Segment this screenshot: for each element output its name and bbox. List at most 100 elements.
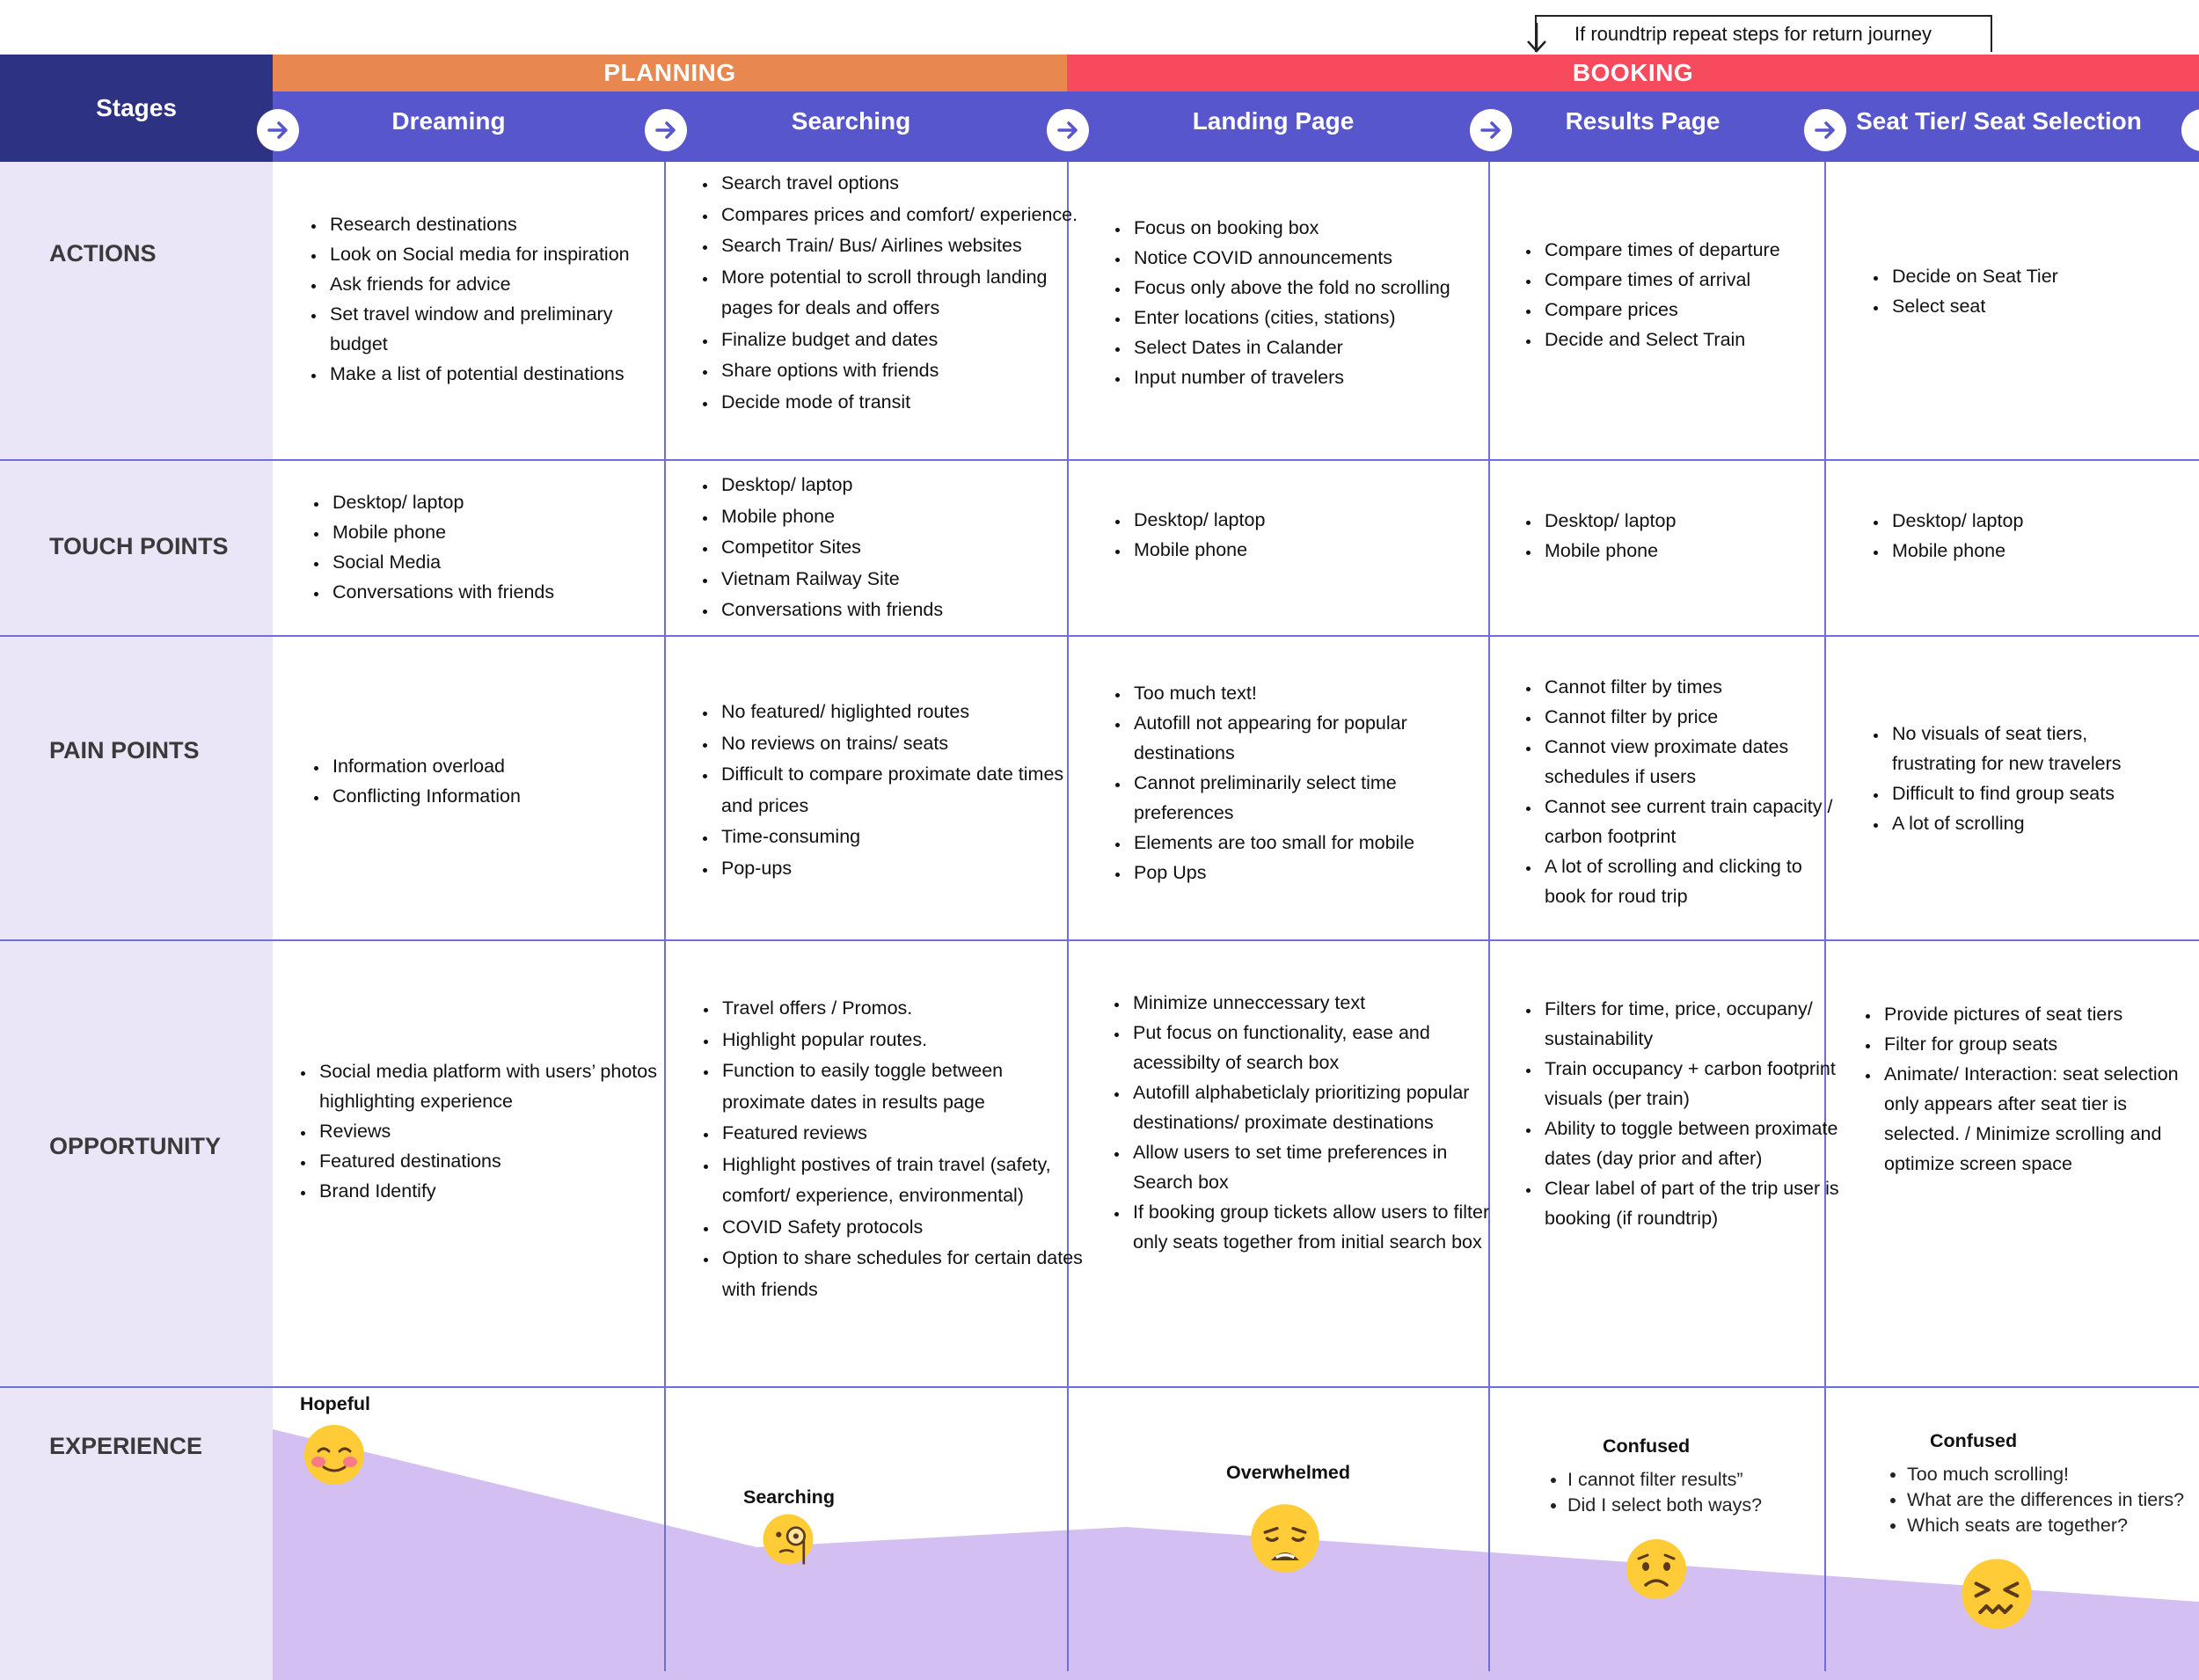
experience-notes-seat-selection: Too much scrolling! What are the differe…: [1888, 1462, 2199, 1538]
pain-points-searching: No featured/ higlighted routes No review…: [698, 697, 1087, 884]
list-item: Mobile phone: [329, 517, 672, 547]
list-item: Enter locations (cities, stations): [1130, 303, 1504, 332]
list-item: Mobile phone: [1541, 536, 1840, 566]
list-item: Conversations with friends: [329, 577, 672, 607]
list-item: Desktop/ laptop: [1541, 506, 1840, 536]
list-item: Reviews: [316, 1116, 668, 1146]
list-item: Travel offers / Promos.: [719, 993, 1088, 1025]
column-divider: [1488, 162, 1490, 1671]
list-item: Brand Identify: [316, 1176, 668, 1206]
list-item: Desktop/ laptop: [718, 470, 1087, 501]
opportunity-searching: Travel offers / Promos. Highlight popula…: [699, 993, 1088, 1305]
list-item: Elements are too small for mobile: [1130, 828, 1491, 858]
roundtrip-note: If roundtrip repeat steps for return jou…: [1574, 23, 1932, 45]
stage-landing-page: Landing Page: [1192, 107, 1355, 135]
list-item: Social Media: [329, 547, 672, 577]
touch-points-seat-selection: Desktop/ laptop Mobile phone: [1869, 506, 2199, 566]
phase-booking: BOOKING: [1067, 55, 2199, 91]
list-item: No visuals of seat tiers, frustrating fo…: [1889, 719, 2170, 778]
list-item: Desktop/ laptop: [1889, 506, 2199, 536]
list-item: Competitor Sites: [718, 532, 1087, 564]
list-item: Desktop/ laptop: [1130, 505, 1482, 535]
list-item: Train occupancy + carbon footprint visua…: [1541, 1054, 1840, 1114]
arrow-right-icon: [645, 109, 687, 151]
row-divider: [0, 635, 2199, 637]
list-item: Did I select both ways?: [1567, 1493, 1849, 1518]
list-item: Too much scrolling!: [1907, 1462, 2199, 1487]
list-item: Too much text!: [1130, 678, 1491, 708]
list-item: Function to easily toggle between proxim…: [719, 1055, 1088, 1118]
list-item: Mobile phone: [718, 501, 1087, 533]
touch-points-landing-page: Desktop/ laptop Mobile phone: [1111, 505, 1482, 565]
experience-notes-results-page: I cannot filter results” Did I select bo…: [1548, 1467, 1849, 1518]
stage-results-page: Results Page: [1565, 107, 1720, 135]
list-item: Ability to toggle between proximate date…: [1541, 1114, 1840, 1173]
column-divider: [1067, 162, 1069, 1671]
list-item: If booking group tickets allow users to …: [1129, 1197, 1499, 1257]
row-label-experience: EXPERIENCE: [49, 1433, 203, 1459]
list-item: What are the differences in tiers?: [1907, 1487, 2199, 1513]
list-item: Compares prices and comfort/ experience.: [718, 200, 1087, 231]
list-item: Information overload: [329, 751, 672, 781]
list-item: No featured/ higlighted routes: [718, 697, 1087, 728]
list-item: Featured destinations: [316, 1146, 668, 1176]
list-item: Mobile phone: [1130, 535, 1482, 565]
stage-dreaming: Dreaming: [391, 107, 506, 135]
list-item: Ask friends for advice: [326, 269, 669, 299]
list-item: Research destinations: [326, 209, 669, 239]
list-item: Search travel options: [718, 168, 1087, 200]
list-item: Autofill alphabeticlaly prioritizing pop…: [1129, 1077, 1499, 1137]
emotion-label: Confused: [1603, 1435, 1691, 1457]
emotion-label: Confused: [1930, 1430, 2018, 1451]
list-item: Filter for group seats: [1881, 1029, 2184, 1059]
list-item: Search Train/ Bus/ Airlines websites: [718, 230, 1087, 262]
list-item: Difficult to compare proximate date time…: [718, 759, 1087, 822]
touch-points-dreaming: Desktop/ laptop Mobile phone Social Medi…: [310, 487, 672, 607]
row-label-touch-points: TOUCH POINTS: [49, 533, 229, 559]
stage-searching: Searching: [791, 107, 911, 135]
stage-bar: [273, 91, 2199, 162]
list-item: COVID Safety protocols: [719, 1212, 1088, 1244]
emotion-label: Hopeful: [300, 1393, 371, 1414]
list-item: Decide mode of transit: [718, 387, 1087, 419]
list-item: Compare times of arrival: [1541, 265, 1840, 295]
row-label-column: [0, 162, 273, 1680]
list-item: Social media platform with users’ photos…: [316, 1056, 668, 1116]
list-item: Cannot filter by price: [1541, 702, 1840, 732]
arrow-right-icon: [2181, 109, 2199, 151]
stages-header: Stages: [0, 55, 273, 162]
actions-searching: Search travel options Compares prices an…: [698, 168, 1087, 418]
emotion-label: Overwhelmed: [1226, 1462, 1350, 1483]
arrow-right-icon: [257, 109, 299, 151]
actions-results-page: Compare times of departure Compare times…: [1522, 235, 1840, 354]
list-item: Look on Social media for inspiration: [326, 239, 669, 269]
list-item: Cannot filter by times: [1541, 672, 1840, 702]
column-divider: [1824, 162, 1826, 1671]
pain-points-results-page: Cannot filter by times Cannot filter by …: [1522, 672, 1840, 911]
opportunity-dreaming: Social media platform with users’ photos…: [296, 1056, 668, 1206]
list-item: Decide and Select Train: [1541, 325, 1840, 354]
opportunity-seat-selection: Provide pictures of seat tiers Filter fo…: [1861, 999, 2184, 1179]
phase-planning: PLANNING: [273, 55, 1067, 91]
list-item: Which seats are together?: [1907, 1513, 2199, 1538]
list-item: Pop Ups: [1130, 858, 1491, 887]
list-item: Set travel window and preliminary budget: [326, 299, 669, 359]
list-item: Conflicting Information: [329, 781, 672, 811]
list-item: Filters for time, price, occupany/ susta…: [1541, 994, 1840, 1054]
list-item: Provide pictures of seat tiers: [1881, 999, 2184, 1029]
list-item: Option to share schedules for certain da…: [719, 1243, 1088, 1305]
list-item: Cannot see current train capacity / carb…: [1541, 792, 1840, 851]
smiling-blush-emoji-icon: [304, 1425, 364, 1485]
down-arrow-icon: [1527, 23, 1546, 53]
row-label-actions: ACTIONS: [49, 240, 157, 267]
list-item: Share options with friends: [718, 355, 1087, 387]
list-item: Focus only above the fold no scrolling: [1130, 273, 1504, 303]
row-label-opportunity: OPPORTUNITY: [49, 1133, 222, 1159]
list-item: Focus on booking box: [1130, 213, 1504, 243]
list-item: Featured reviews: [719, 1118, 1088, 1150]
list-item: Cannot view proximate dates schedules if…: [1541, 732, 1840, 792]
list-item: Allow users to set time preferences in S…: [1129, 1137, 1499, 1197]
list-item: More potential to scroll through landing…: [718, 262, 1087, 325]
confounded-face-emoji-icon: [1962, 1559, 2032, 1629]
list-item: Animate/ Interaction: seat selection onl…: [1881, 1059, 2184, 1179]
